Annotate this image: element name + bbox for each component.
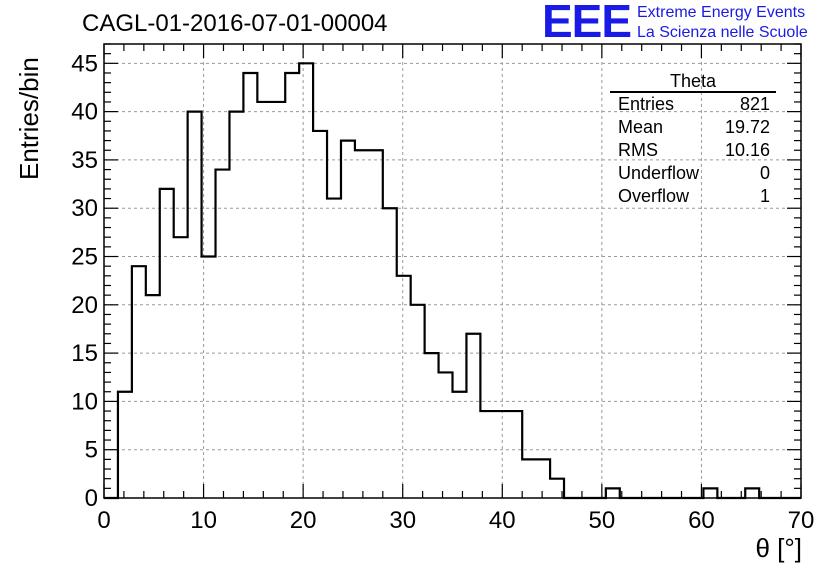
plot-frame	[103, 43, 802, 499]
histogram-bin	[606, 488, 620, 498]
y-tick-label: 10	[71, 388, 98, 415]
x-tick-label: 10	[190, 507, 217, 534]
histogram-bin	[188, 112, 202, 498]
plot-frame-border	[103, 43, 802, 499]
x-tick-label: 40	[489, 507, 516, 534]
x-tick-label: 30	[389, 507, 416, 534]
histogram-bin	[411, 305, 425, 498]
histogram-bin	[160, 189, 174, 498]
histogram-bin	[299, 63, 313, 498]
y-axis-label: Entries/bin	[14, 57, 44, 180]
histogram-bin	[425, 353, 439, 498]
stats-value: 19.72	[724, 117, 770, 137]
stats-value: 1	[759, 186, 770, 206]
stats-row-mean: Mean 19.72	[610, 116, 776, 139]
x-axis-label: θ [°]	[755, 533, 802, 563]
grid-lines	[104, 44, 801, 498]
eee-tagline-1: Extreme Energy Events	[637, 4, 806, 21]
stats-label: Mean	[618, 117, 664, 137]
histogram-bin	[257, 102, 271, 498]
stats-title: Theta	[610, 72, 776, 93]
histogram-bin	[132, 266, 146, 498]
x-tick-label: 50	[589, 507, 616, 534]
histogram-bin	[480, 411, 494, 498]
histogram-bin	[383, 208, 397, 498]
x-tick-label: 70	[788, 507, 815, 534]
y-tick-label: 35	[71, 147, 98, 174]
y-tick-label: 5	[85, 437, 98, 464]
histogram-bin	[355, 150, 369, 498]
histogram-bin	[327, 199, 341, 498]
y-tick-label: 25	[71, 244, 98, 271]
stats-row-overflow: Overflow 1	[610, 185, 776, 208]
histogram-bin	[271, 102, 285, 498]
histogram-bin	[202, 257, 216, 498]
histogram-bin	[285, 73, 299, 498]
y-tick-label: 45	[71, 50, 98, 77]
histogram-bin	[745, 488, 759, 498]
histogram-bin	[174, 237, 188, 498]
y-tick-label: 0	[85, 485, 98, 512]
stats-value: 0	[759, 163, 770, 183]
stats-row-entries: Entries 821	[610, 93, 776, 116]
eee-tagline-2: La Scienza nelle Scuole	[637, 24, 808, 41]
histogram-bin	[243, 73, 257, 498]
histogram-bin	[703, 488, 717, 498]
histogram-bin	[313, 131, 327, 498]
histogram-bin	[466, 334, 480, 498]
stats-row-rms: RMS 10.16	[610, 139, 776, 162]
histogram-bin	[439, 372, 453, 498]
y-tick-label: 30	[71, 195, 98, 222]
y-tick-label: 40	[71, 99, 98, 126]
histogram-bin	[369, 150, 383, 498]
stats-value: 10.16	[724, 140, 770, 160]
stats-row-underflow: Underflow 0	[610, 162, 776, 185]
histogram-bin	[229, 112, 243, 498]
histogram-bin	[216, 170, 230, 498]
histogram-bin	[508, 411, 522, 498]
histogram-bin	[118, 392, 132, 498]
y-tick-label: 20	[71, 292, 98, 319]
x-tick-label: 20	[290, 507, 317, 534]
histogram-bin	[397, 276, 411, 498]
axis-ticks	[103, 43, 802, 499]
run-title: CAGL-01-2016-07-01-00004	[82, 10, 388, 37]
stats-label: Underflow	[618, 163, 700, 183]
eee-logo: EEE	[542, 0, 632, 47]
histogram-bin	[341, 141, 355, 498]
x-tick-label: 60	[688, 507, 715, 534]
histogram-bin	[453, 392, 467, 498]
histogram-bin	[494, 411, 508, 498]
stats-value: 821	[739, 94, 770, 114]
stats-label: RMS	[618, 140, 658, 160]
x-tick-label: 0	[97, 507, 110, 534]
histogram-bin	[522, 459, 536, 498]
stats-label: Overflow	[618, 186, 690, 206]
y-tick-label: 15	[71, 340, 98, 367]
stats-label: Entries	[618, 94, 675, 114]
stats-box: Theta Entries 821 Mean 19.72 RMS 10.16 U…	[610, 72, 776, 208]
histogram-bin	[146, 295, 160, 498]
histogram-bin	[536, 459, 550, 498]
